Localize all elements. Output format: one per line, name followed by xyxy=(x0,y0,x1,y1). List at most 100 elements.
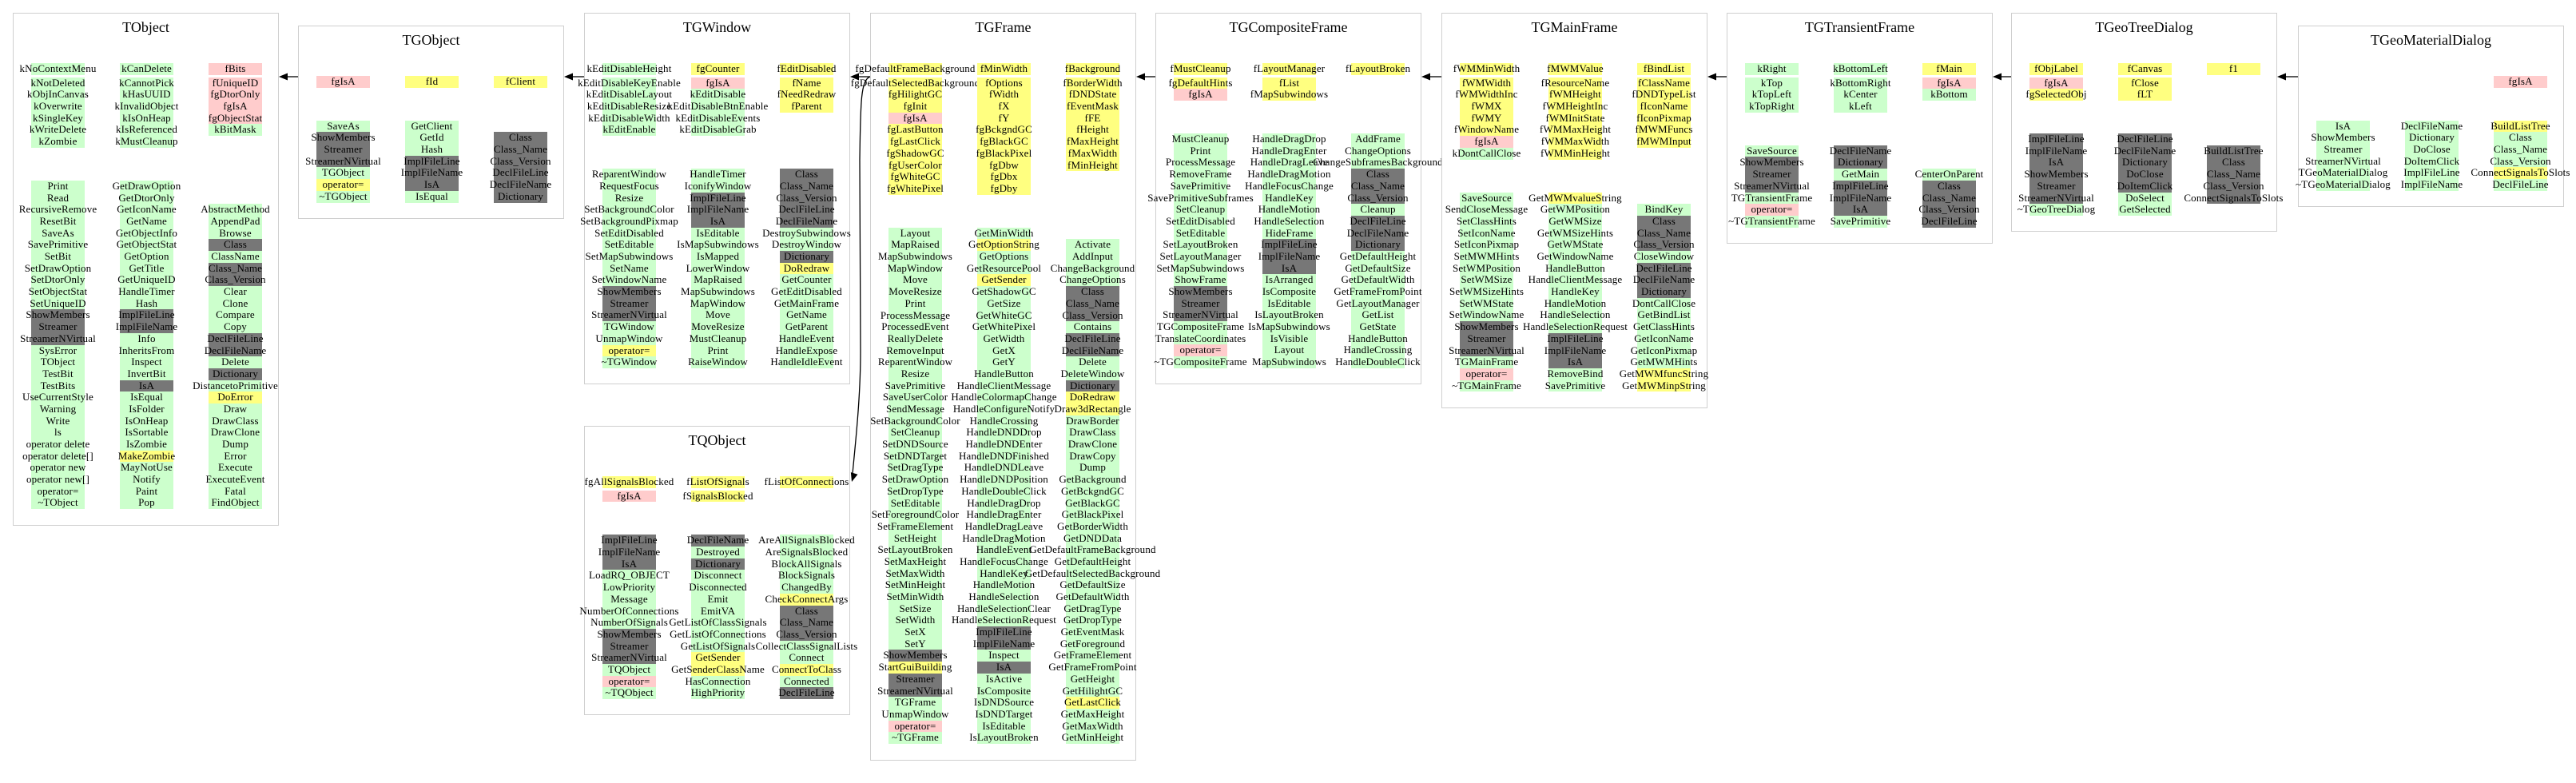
member-field[interactable]: kCanDelete xyxy=(102,62,191,75)
member-method[interactable]: UseCurrentStyle xyxy=(14,392,102,403)
member-method[interactable]: StreamerNVirtual xyxy=(871,685,960,698)
member-method[interactable]: GetWidth xyxy=(960,332,1048,345)
member-method[interactable]: Print xyxy=(14,180,102,193)
member-method[interactable]: HandleButton xyxy=(1334,332,1422,345)
member-method[interactable]: AddFrame xyxy=(1334,133,1422,145)
member-method[interactable]: Dictionary xyxy=(2387,132,2476,145)
member-method[interactable]: IsArranged xyxy=(1245,274,1334,287)
member-method[interactable]: Write xyxy=(14,415,102,427)
member-method[interactable]: GetBindList xyxy=(1620,309,1708,322)
member-method[interactable]: DrawClass xyxy=(191,415,280,427)
member-method[interactable]: ShowMembers xyxy=(2299,132,2387,145)
member-field[interactable]: kIsOnHeap xyxy=(102,112,191,125)
member-method[interactable]: SetDtorOnly xyxy=(14,274,102,287)
member-method[interactable]: IsDNDTarget xyxy=(960,708,1048,721)
member-field[interactable]: fgDby xyxy=(960,182,1048,195)
member-field[interactable]: kInvalidObject xyxy=(102,100,191,113)
member-method[interactable]: GetLayoutManager xyxy=(1334,297,1422,310)
member-field[interactable]: fWMMaxWidth xyxy=(1531,135,1620,148)
member-method[interactable]: Dictionary xyxy=(1620,285,1708,298)
class-box-tgwindow[interactable]: TGWindow kEditDisableHeight kEditDisableKe… xyxy=(578,13,851,385)
member-method[interactable]: HandleClientMessage xyxy=(957,380,1051,392)
member-field[interactable]: kBottomRight xyxy=(1816,77,1905,89)
member-method[interactable]: IsFolder xyxy=(102,403,191,415)
member-field[interactable]: fgLastClick xyxy=(871,135,960,148)
member-field[interactable]: fWindowName xyxy=(1442,124,1531,137)
member-field[interactable]: fBackground xyxy=(1048,62,1137,75)
member-method[interactable]: GetMWMvalueString xyxy=(1529,192,1622,205)
member-method[interactable]: ClassName xyxy=(191,250,280,263)
member-method[interactable]: GetFrameFromPoint xyxy=(1334,285,1422,298)
member-method[interactable]: GetClient xyxy=(388,120,476,133)
member-method[interactable]: ImplFileLine xyxy=(585,535,674,547)
member-method[interactable]: TranslateCoordinates xyxy=(1155,332,1246,345)
member-method[interactable]: GetBackground xyxy=(1048,473,1137,486)
member-method[interactable]: DeclFileName xyxy=(1620,274,1708,287)
member-method[interactable]: ImplFileLine xyxy=(1816,180,1905,193)
member-method[interactable]: NumberOfConnections xyxy=(579,605,678,618)
member-method[interactable]: SetEditDisabled xyxy=(585,227,674,240)
member-method[interactable]: GetWindowName xyxy=(1531,250,1620,263)
member-method[interactable]: operator= xyxy=(1442,368,1531,380)
member-method[interactable]: SetClassHints xyxy=(1442,215,1531,228)
member-method[interactable]: GetIconName xyxy=(102,204,191,216)
member-method[interactable]: GetMWMHints xyxy=(1620,356,1708,368)
member-method[interactable]: operator delete xyxy=(14,438,102,451)
member-method[interactable]: GetHilightGC xyxy=(1048,685,1137,698)
member-method[interactable]: Info xyxy=(102,332,191,345)
member-method[interactable]: IsVisible xyxy=(1245,332,1334,345)
member-method[interactable]: Print xyxy=(871,297,960,310)
member-field[interactable]: fWMMinWidth xyxy=(1442,62,1531,75)
member-method[interactable]: TGMainFrame xyxy=(1442,356,1531,368)
member-field[interactable]: fgDefaultFrameBackground xyxy=(855,62,975,75)
member-method[interactable]: ls xyxy=(14,427,102,439)
member-method[interactable]: GetParent xyxy=(762,320,851,333)
member-method[interactable]: operator= xyxy=(14,485,102,498)
member-method[interactable]: SetDrawOption xyxy=(871,473,960,486)
member-method[interactable]: Dictionary xyxy=(476,190,565,203)
member-method[interactable]: GetBorderWidth xyxy=(1048,520,1137,533)
member-method[interactable]: LowerWindow xyxy=(674,262,762,275)
member-method[interactable]: GetForeground xyxy=(1048,638,1137,650)
member-method[interactable]: GetDefaultHeight xyxy=(1334,250,1422,263)
member-method[interactable]: Streamer xyxy=(871,673,960,686)
member-field[interactable]: fgDbx xyxy=(960,170,1048,183)
member-method[interactable]: HandleDoubleClick xyxy=(960,485,1048,498)
member-method[interactable]: HandleTimer xyxy=(102,285,191,298)
member-method[interactable]: HandleDragDrop xyxy=(960,497,1048,510)
member-method[interactable]: SetWMPosition xyxy=(1442,262,1531,275)
member-field[interactable]: fWMX xyxy=(1442,100,1531,113)
member-method[interactable]: DeclFileLine xyxy=(762,687,851,700)
member-method[interactable]: Streamer xyxy=(585,640,674,653)
member-method[interactable]: ImplFileLine xyxy=(1245,239,1334,251)
member-method[interactable]: ProcessedEvent xyxy=(871,320,960,333)
member-field[interactable]: kEditDisableKeyEnable xyxy=(578,77,681,89)
member-method[interactable]: Class xyxy=(762,168,851,181)
member-method[interactable]: TGWindow xyxy=(585,320,674,333)
class-box-tgframe[interactable]: TGFrame fgDefaultFrameBackground fgDefault… xyxy=(851,13,1160,761)
member-method[interactable]: Class_Version xyxy=(1334,192,1422,205)
member-method[interactable]: IsDNDSource xyxy=(960,696,1048,709)
member-field[interactable]: fgIsA xyxy=(2476,75,2565,88)
member-method[interactable]: IsEditable xyxy=(1245,297,1334,310)
member-method[interactable]: HandleMotion xyxy=(1531,297,1620,310)
member-field[interactable]: fgAllSignalsBlocked xyxy=(585,475,674,488)
member-method[interactable]: SetLayoutManager xyxy=(1156,250,1245,263)
member-method[interactable]: HandleDragEnter xyxy=(960,508,1048,521)
member-method[interactable]: GetMainFrame xyxy=(762,297,851,310)
member-field[interactable]: fgDefaultSelectedBackground xyxy=(851,77,980,89)
member-method[interactable]: IsComposite xyxy=(960,685,1048,698)
member-field[interactable]: fWMMinHeight xyxy=(1531,147,1620,160)
member-method[interactable]: Streamer xyxy=(1727,168,1816,181)
member-method[interactable]: DoClose xyxy=(2387,143,2476,156)
member-method[interactable]: SavePrimitive xyxy=(1816,215,1905,228)
member-method[interactable]: SaveAs xyxy=(299,120,388,133)
member-field[interactable]: fHeight xyxy=(1048,124,1137,137)
member-method[interactable]: IsLayoutBroken xyxy=(960,732,1048,744)
member-field[interactable]: fFE xyxy=(1048,112,1137,125)
member-method[interactable]: TGeoMaterialDialog xyxy=(2299,167,2387,180)
member-method[interactable]: MapSubwindows xyxy=(674,285,762,298)
member-method[interactable]: GetListOfConnections xyxy=(670,628,766,641)
member-field[interactable]: fSignalsBlocked xyxy=(674,490,762,503)
member-field[interactable]: fgSelectedObj xyxy=(2012,89,2101,101)
